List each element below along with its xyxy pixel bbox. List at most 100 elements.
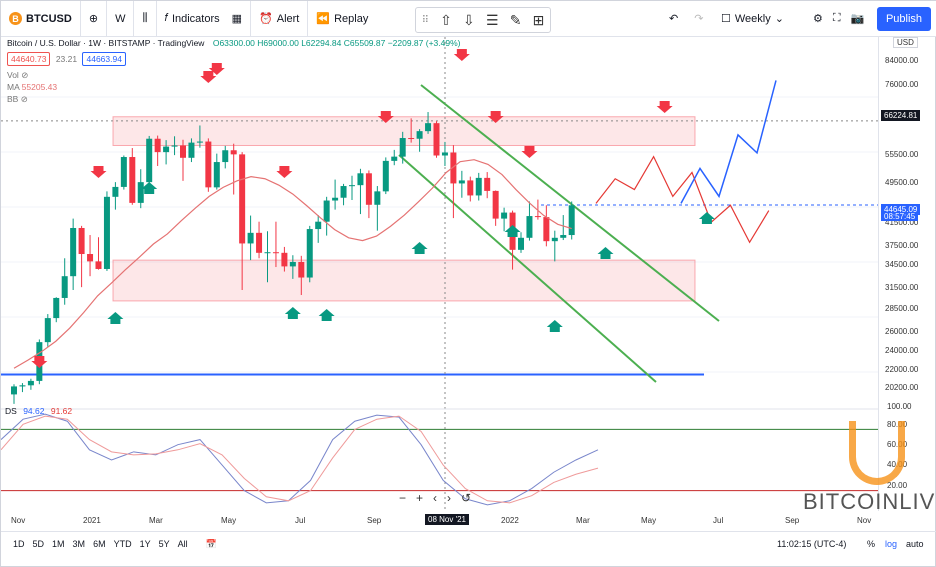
range-button-6m[interactable]: 6M <box>93 539 106 549</box>
zoom-out-icon[interactable]: − <box>399 491 407 505</box>
candle-body <box>518 237 524 250</box>
candle-body <box>11 386 17 395</box>
price-tick: 55500.00 <box>885 150 919 159</box>
eye-off-icon[interactable]: ⊘ <box>20 94 28 104</box>
interval-button[interactable]: W <box>107 0 135 37</box>
scroll-right-icon[interactable]: › <box>447 491 452 505</box>
currency-selector[interactable]: USD <box>893 37 918 48</box>
candle-body <box>568 205 575 236</box>
sell-arrow <box>90 166 107 178</box>
candle-body <box>53 297 60 319</box>
calendar-icon[interactable]: 📅 <box>205 538 217 549</box>
auto-toggle[interactable]: auto <box>906 539 924 549</box>
arrow-down-icon[interactable]: ⇩ <box>463 11 475 28</box>
candle-body <box>272 252 279 254</box>
osc-value-2: 91.62 <box>50 406 73 416</box>
range-button-1m[interactable]: 1M <box>52 539 65 549</box>
chevron-down-icon: ⌄ <box>774 13 784 25</box>
gear-icon[interactable]: ⚙ <box>813 13 823 25</box>
candle-body <box>213 162 220 188</box>
brush-icon[interactable]: ✎ <box>509 11 522 28</box>
chart-type-button[interactable]: ⫼ <box>134 0 157 37</box>
sell-price-button[interactable]: 44640.73 <box>7 52 51 66</box>
range-button-3m[interactable]: 3M <box>72 539 86 549</box>
buy-arrow <box>698 212 715 224</box>
watermark-text: BITCOINLIV <box>803 489 936 514</box>
range-button-ytd[interactable]: YTD <box>113 539 132 549</box>
candle-body <box>501 212 508 219</box>
arrow-up-icon[interactable]: ⇧ <box>440 11 452 28</box>
oscillator-legend: DS 94.62 91.62 <box>5 406 72 416</box>
symbol-selector[interactable]: B BTCUSD <box>1 0 81 37</box>
buy-price-button[interactable]: 44663.94 <box>82 52 126 66</box>
candle-body <box>239 154 246 244</box>
time-tick: 08 Nov '21 <box>425 514 469 525</box>
eye-off-icon[interactable]: ⊘ <box>21 70 29 80</box>
range-button-5d[interactable]: 5D <box>32 539 45 549</box>
price-tick: 41500.00 <box>885 218 919 227</box>
osc-d-line <box>1 415 599 504</box>
osc-label: DS <box>5 406 17 416</box>
lines-icon[interactable]: ☰ <box>485 11 499 28</box>
ohlc-values: O63300.00 H69000.00 L62294.84 C65509.87 … <box>212 38 461 48</box>
square-icon: ☐ <box>721 13 731 25</box>
sell-arrow <box>453 49 470 61</box>
price-chart[interactable] <box>1 37 878 547</box>
zoom-controls: − + ‹ › ↺ <box>399 491 471 505</box>
candle-body <box>323 200 330 222</box>
price-tick: 76000.00 <box>885 80 919 89</box>
templates-icon[interactable]: ▦ <box>231 13 243 25</box>
candle-body <box>137 182 144 203</box>
percent-toggle[interactable]: % <box>867 539 876 549</box>
price-tick: 24000.00 <box>885 346 919 355</box>
grid-icon[interactable]: ⊞ <box>532 11 545 28</box>
sell-arrow <box>200 71 217 83</box>
candle-body <box>450 152 457 184</box>
candle-body <box>205 141 212 188</box>
range-button-5y[interactable]: 5Y <box>158 539 170 549</box>
replay-button[interactable]: ⏪ Replay <box>308 1 376 37</box>
bb-label: BB <box>7 94 19 104</box>
candle-body <box>332 197 339 201</box>
layout-label: Weekly <box>734 12 771 25</box>
layout-selector[interactable]: ☐ Weekly ⌄ <box>713 1 792 37</box>
osc-tick: 100.00 <box>887 402 912 411</box>
sell-arrow <box>31 356 48 368</box>
publish-button[interactable]: Publish <box>877 7 931 31</box>
drag-handle-icon[interactable]: ⠿ <box>421 14 429 26</box>
candle-body <box>44 318 51 343</box>
undo-icon[interactable]: ↶ <box>669 13 679 25</box>
symbol-label: BTCUSD <box>26 12 72 25</box>
sell-arrow <box>208 63 225 75</box>
camera-icon[interactable]: 📷 <box>850 13 865 25</box>
time-tick: Jul <box>295 516 306 525</box>
alert-button[interactable]: ⏰ Alert <box>251 0 309 37</box>
candle-body <box>87 254 94 262</box>
range-button-all[interactable]: All <box>177 539 188 549</box>
time-tick: Mar <box>149 516 163 525</box>
price-axis[interactable]: 84000.00 76000.00 66224.81 55500.00 49500.00… <box>878 37 936 511</box>
zoom-in-icon[interactable]: + <box>416 491 424 505</box>
redo-icon[interactable]: ↷ <box>694 13 704 25</box>
log-toggle[interactable]: log <box>885 539 898 549</box>
range-button-1y[interactable]: 1Y <box>139 539 151 549</box>
candle-body <box>306 229 313 278</box>
price-tick: 44645.09 <box>881 204 921 215</box>
channel-upper <box>420 84 720 322</box>
range-button-1d[interactable]: 1D <box>13 539 25 549</box>
price-tick: 37500.00 <box>885 241 919 250</box>
scroll-left-icon[interactable]: ‹ <box>433 491 438 505</box>
buy-arrow <box>141 182 158 194</box>
bar-countdown: 08:57:45 <box>881 212 919 221</box>
indicators-button[interactable]: 𝑓 Indicators ▦ <box>157 0 252 37</box>
time-axis[interactable]: Nov 2021 Mar May Jul Sep 08 Nov '21 2022 Mar May J… <box>1 513 878 531</box>
ma-line <box>13 159 572 369</box>
candle-body <box>163 146 170 153</box>
add-symbol-button[interactable]: ⊕ <box>81 0 108 37</box>
zone-1 <box>112 259 696 302</box>
projection-up <box>680 80 777 204</box>
alert-label: Alert <box>276 12 300 25</box>
fullscreen-icon[interactable]: ⛶ <box>832 12 841 24</box>
reset-icon[interactable]: ↺ <box>461 491 472 505</box>
time-tick: Nov <box>11 516 26 525</box>
